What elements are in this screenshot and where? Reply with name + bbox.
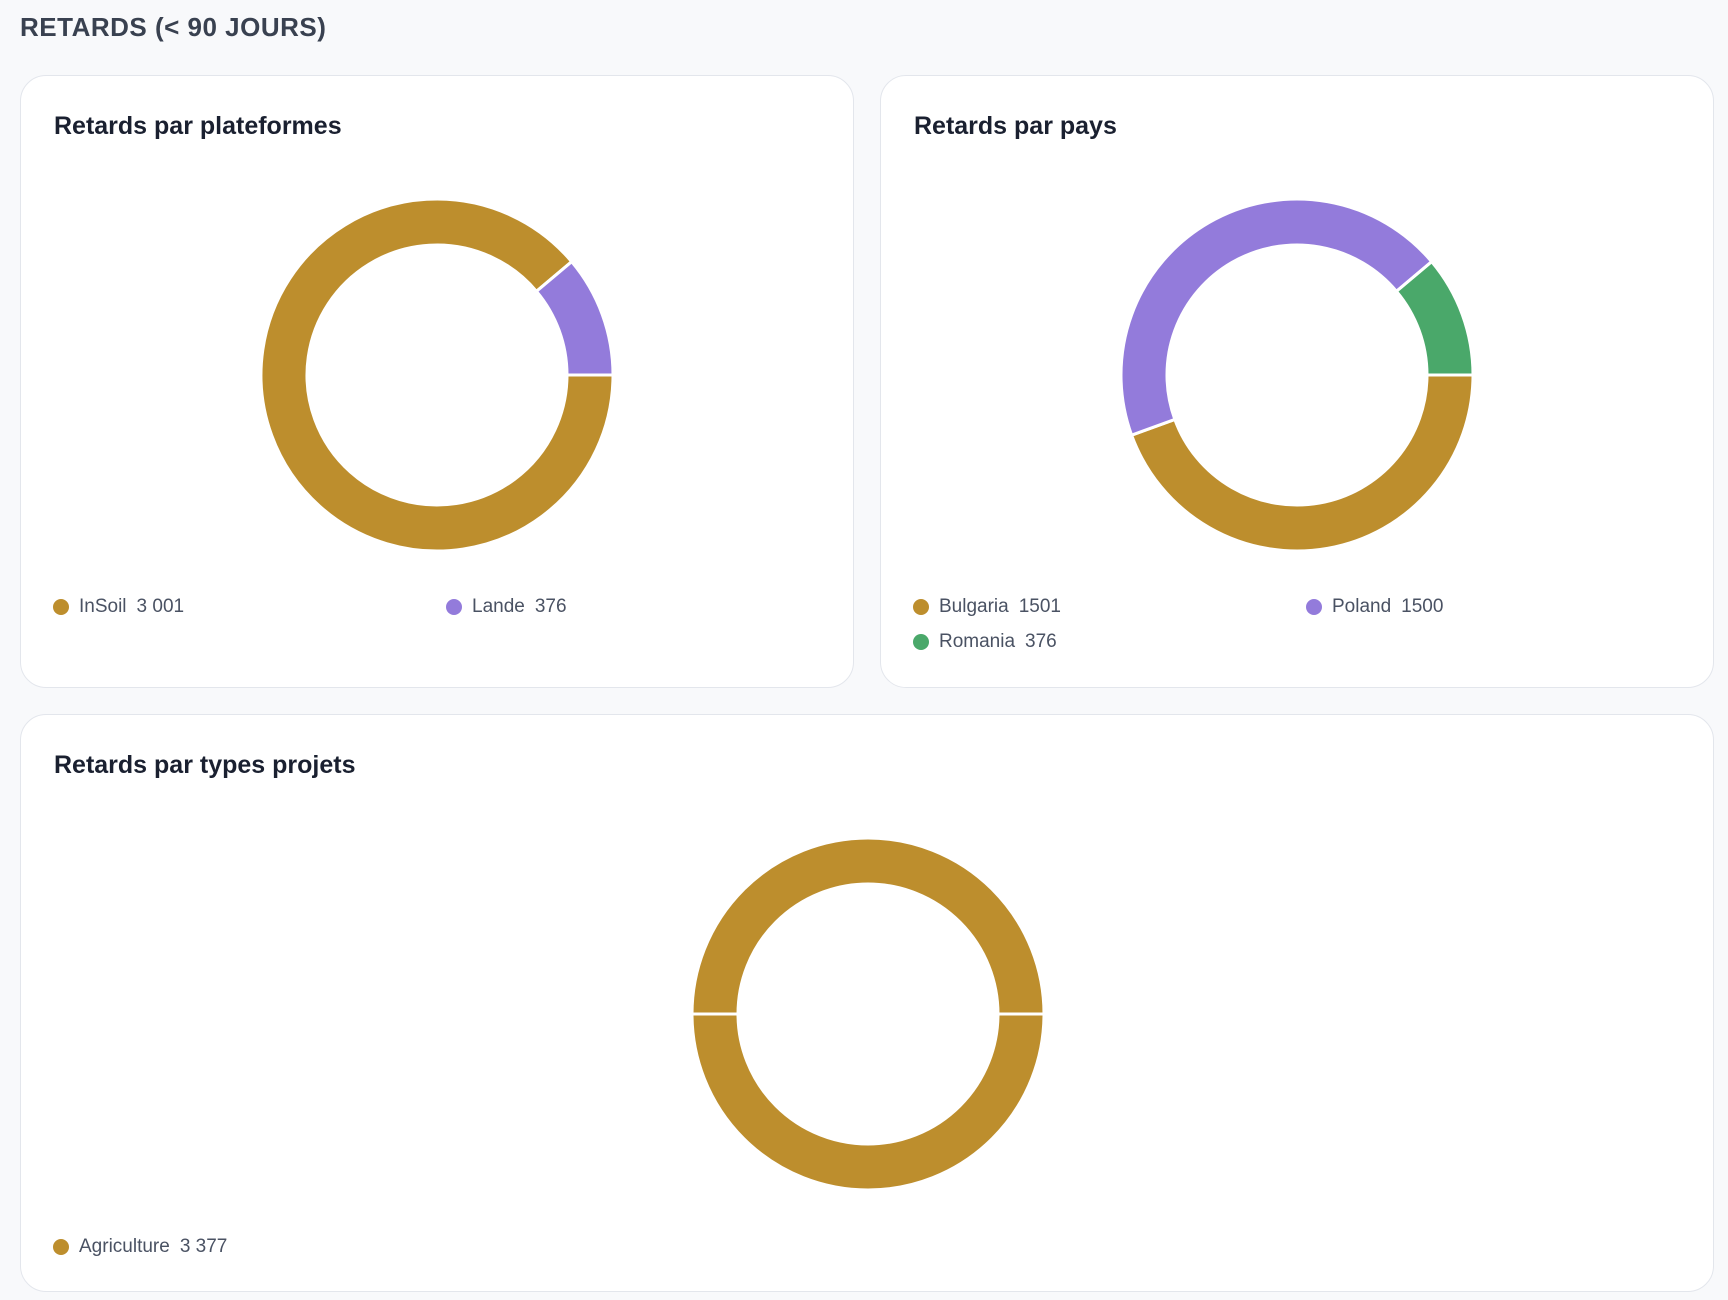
legend-value: 3 377	[179, 1236, 228, 1257]
chart-title: Retards par types projets	[54, 751, 356, 779]
donut-chart-project-types	[690, 836, 1046, 1192]
legend-label: Agriculture	[79, 1236, 170, 1257]
legend-label: Lande	[472, 596, 525, 617]
legend-item-lande[interactable]: Lande 376	[446, 596, 567, 618]
donut-slice-agriculture[interactable]	[690, 836, 1046, 1192]
legend-value: 376	[1025, 631, 1057, 652]
legend-item-insoil[interactable]: InSoil 3 001	[53, 596, 184, 618]
legend-dot-lande	[446, 599, 462, 615]
legend-item-bulgaria[interactable]: Bulgaria 1501	[913, 596, 1061, 618]
chart-card-project-types: Retards par types projets Agriculture 3 …	[20, 714, 1714, 1292]
legend-value: 3 001	[136, 596, 185, 617]
donut-slice-lande[interactable]	[534, 259, 615, 377]
legend-label: Romania	[939, 631, 1016, 652]
chart-card-countries: Retards par pays Bulgaria 1501 Poland 15…	[880, 75, 1714, 688]
legend-label: InSoil	[79, 596, 127, 617]
legend-dot-poland	[1306, 599, 1322, 615]
legend-item-poland[interactable]: Poland 1500	[1306, 596, 1443, 618]
chart-title: Retards par plateformes	[54, 112, 342, 140]
legend-label: Poland	[1332, 596, 1392, 617]
section-title: RETARDS (< 90 JOURS)	[20, 12, 327, 42]
donut-slice-romania[interactable]	[1394, 259, 1475, 377]
legend-item-agriculture[interactable]: Agriculture 3 377	[53, 1236, 227, 1258]
donut-chart-platforms	[259, 197, 615, 553]
legend-dot-agriculture	[53, 1239, 69, 1255]
legend-dot-romania	[913, 634, 929, 650]
donut-chart-countries	[1119, 197, 1475, 553]
legend-item-romania[interactable]: Romania 376	[913, 631, 1057, 653]
donut-slice-insoil[interactable]	[259, 197, 615, 553]
legend-label: Bulgaria	[939, 596, 1009, 617]
legend-dot-bulgaria	[913, 599, 929, 615]
legend-dot-insoil	[53, 599, 69, 615]
legend-value: 1501	[1018, 596, 1061, 617]
chart-card-platforms: Retards par plateformes InSoil 3 001 Lan…	[20, 75, 854, 688]
donut-slice-bulgaria[interactable]	[1129, 373, 1475, 553]
legend-value: 1500	[1401, 596, 1444, 617]
legend-value: 376	[534, 596, 567, 617]
chart-title: Retards par pays	[914, 112, 1117, 140]
donut-slice-poland[interactable]	[1119, 197, 1434, 438]
